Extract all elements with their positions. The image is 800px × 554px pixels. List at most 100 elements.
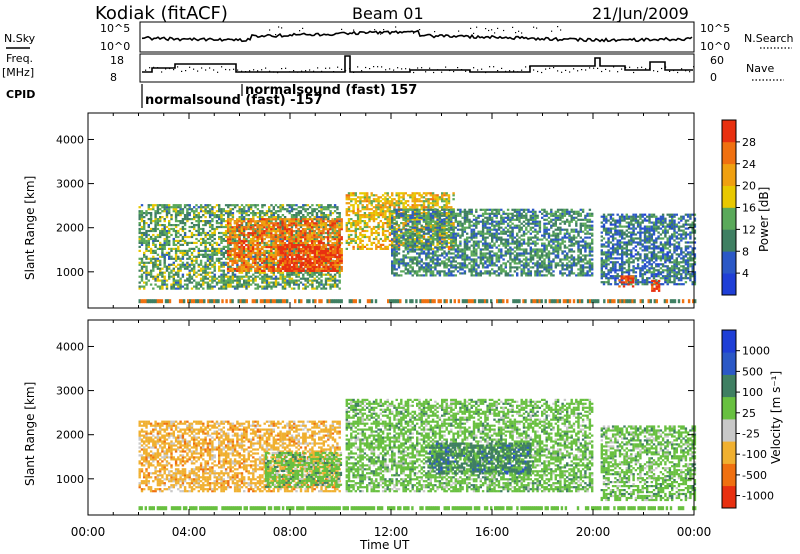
data-cell [202,231,205,235]
data-cell [402,216,405,219]
data-cell [258,228,262,231]
data-cell [306,261,310,265]
data-cell [308,240,312,243]
data-cell [252,255,255,258]
data-cell [281,246,285,249]
data-cell [393,202,396,205]
data-cell [226,254,230,257]
data-cell [143,261,146,264]
data-cell [333,283,337,286]
data-cell [315,204,319,207]
nsearch-dot [281,27,283,29]
data-cell [297,287,300,290]
data-cell [211,208,214,211]
data-cell [281,232,284,235]
data-cell [333,267,337,271]
data-cell [206,210,210,213]
data-cell [258,230,262,233]
data-cell [395,232,398,235]
data-cell [375,235,378,239]
data-cell [229,236,232,239]
data-cell [254,204,257,207]
data-cell [297,250,301,253]
data-cell [177,235,180,239]
data-cell [138,285,141,288]
data-cell [181,239,185,242]
data-cell [320,240,323,243]
data-cell [318,220,321,223]
data-cell [268,220,271,223]
data-cell [274,277,278,280]
data-cell [270,220,273,223]
data-cell [434,262,437,265]
data-cell [329,267,332,270]
nave-dot [549,67,551,69]
data-cell [295,220,298,223]
data-cell [265,236,268,239]
data-cell [215,243,219,246]
data-cell [268,275,271,278]
data-cell [272,255,275,259]
data-cell [333,285,337,288]
data-cell [416,192,419,195]
data-cell [156,233,160,237]
data-cell [193,263,196,266]
data-cell [327,273,330,276]
data-cell [422,214,426,217]
data-cell [381,233,385,237]
data-cell [229,275,232,278]
data-cell [238,279,241,282]
data-cell [402,208,405,211]
data-cell [293,246,296,249]
data-cell [283,230,287,233]
data-cell [411,216,414,219]
data-cell [359,247,362,250]
data-cell [179,265,182,268]
data-cell [147,237,150,241]
data-cell [304,283,307,286]
data-cell [274,275,278,278]
data-cell [297,275,300,278]
data-cell [297,254,301,257]
data-cell [336,269,339,272]
data-cell [431,198,435,201]
data-cell [411,204,414,207]
data-cell [231,253,235,256]
data-cell [193,214,196,217]
data-cell [300,263,303,267]
data-cell [356,243,360,246]
data-cell [311,228,314,231]
data-cell [206,257,210,260]
data-cell [138,214,141,217]
data-cell [308,232,312,235]
data-cell [445,194,448,197]
data-cell [261,248,264,251]
data-cell [359,196,362,199]
data-cell [254,259,257,263]
data-cell [302,273,305,276]
nsky-tick-bottom: 10^0 [100,40,130,53]
data-cell [331,285,335,288]
data-cell [197,214,200,217]
data-cell [429,256,432,259]
data-cell [372,241,376,244]
data-cell [317,224,321,227]
data-cell [425,212,428,215]
nave-dot [573,68,575,70]
data-cell [236,283,239,286]
data-cell [359,198,362,201]
data-cell [168,235,171,239]
data-cell [340,269,343,272]
data-cell [172,204,175,207]
data-cell [254,236,257,239]
data-cell [159,220,162,223]
data-cell [236,277,239,280]
data-cell [222,287,225,290]
data-cell [238,275,241,278]
data-cell [427,222,430,225]
data-cell [252,279,255,282]
data-cell [295,271,298,274]
data-cell [331,232,334,235]
data-cell [418,239,421,242]
data-cell [379,206,382,209]
